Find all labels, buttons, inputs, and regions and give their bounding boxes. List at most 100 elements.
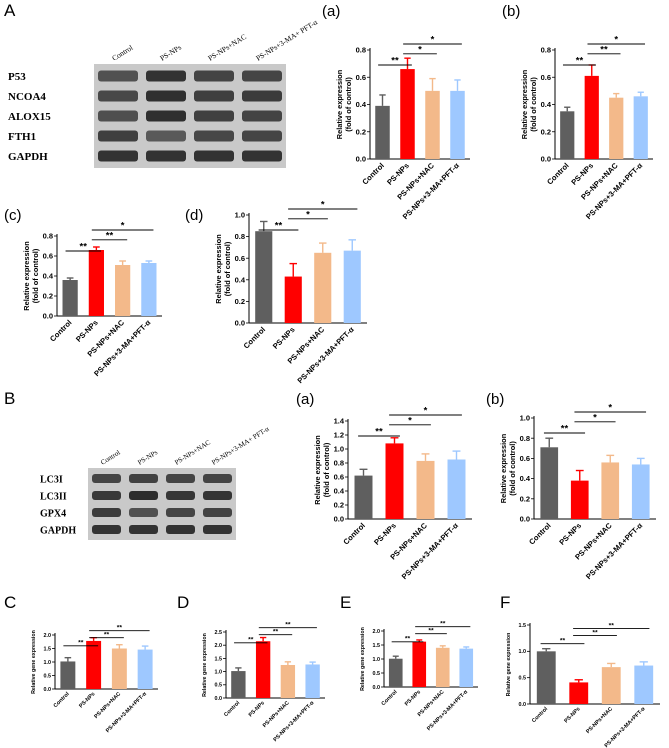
chart-Aa: 0.0 0.2 0.4 0.6 0.8 Relative expression (fold … [335, 35, 470, 221]
protein-label: GAPDH [40, 526, 76, 537]
significance-marker: ** [104, 632, 110, 639]
y-axis-label-secondary: (fold of control) [508, 441, 517, 496]
protein-label: NCOA4 [8, 91, 46, 103]
protein-band [194, 150, 234, 162]
y-tick-label: 0.2 [235, 297, 245, 306]
y-tick-label: 0.4 [356, 100, 367, 109]
y-tick-label: 1.5 [215, 656, 223, 662]
bar [536, 651, 556, 704]
y-tick-label: 0.6 [541, 73, 551, 82]
x-category-label: PS-NPs [563, 706, 581, 724]
significance-marker: ** [80, 242, 88, 253]
significance-marker: * [593, 412, 597, 423]
y-tick-label: 0.5 [519, 676, 527, 682]
significance-marker: ** [600, 44, 608, 55]
y-axis-label-secondary: (fold of control) [344, 77, 353, 132]
chart-Bb: 0.0 0.2 0.4 0.6 0.8 1.0 Relative expression (fo… [499, 403, 656, 581]
significance-marker: * [614, 35, 618, 46]
x-category-label: Control [531, 706, 549, 724]
significance-marker: ** [248, 637, 254, 644]
y-tick-label: 1.0 [235, 211, 245, 220]
protein-band [129, 474, 158, 483]
x-category-label: PS-NPs+3-MA+PFT-α [296, 325, 356, 385]
protein-band [166, 525, 195, 534]
bar [280, 665, 296, 698]
y-axis-label-secondary: (fold of control) [322, 442, 331, 497]
bar [450, 90, 465, 159]
significance-marker: ** [428, 628, 434, 635]
y-tick-label: 0.0 [520, 515, 530, 524]
y-tick-label: 1.2 [334, 431, 344, 440]
lane-label: PS-NPs [158, 43, 183, 63]
y-tick-label: 1.5 [519, 623, 527, 629]
protein-band [146, 70, 186, 82]
protein-band [98, 70, 138, 82]
x-category-label: Control [48, 318, 73, 343]
bar [435, 647, 450, 687]
y-tick-label: 0.0 [334, 515, 344, 524]
y-tick-label: 0.6 [43, 252, 53, 261]
significance-marker: ** [592, 630, 598, 637]
chart-Ba: 0.0 0.2 0.4 0.6 0.8 1.0 1.2 1.4 Relative express… [313, 406, 472, 581]
y-tick-label: 0.8 [43, 232, 53, 241]
bar [609, 97, 624, 159]
y-tick-label: 1.5 [44, 646, 52, 652]
y-axis-label: Relative expression [499, 433, 508, 503]
x-category-label: Control [527, 521, 552, 546]
y-axis-label: Relative gene expression [202, 633, 208, 697]
significance-marker: ** [375, 427, 383, 438]
bar [634, 665, 654, 704]
y-tick-label: 0.2 [520, 494, 530, 503]
y-axis-label: Relative expression [214, 234, 223, 304]
protein-label: LC3II [40, 492, 67, 503]
protein-band [146, 90, 186, 102]
bar [601, 667, 621, 704]
protein-band [98, 90, 138, 102]
protein-band [194, 70, 234, 82]
x-category-label: Control [381, 689, 399, 707]
protein-band [166, 491, 195, 500]
x-category-label: Control [223, 700, 241, 718]
y-tick-label: 0.4 [334, 487, 345, 496]
y-tick-label: 0.2 [541, 127, 551, 136]
lane-label: PS-NPs+3-MA+ PFT-α [254, 18, 319, 63]
significance-marker: ** [440, 621, 446, 628]
y-tick-label: 0.8 [334, 459, 344, 468]
bar [314, 252, 332, 323]
x-category-label: Control [360, 161, 385, 186]
x-category-label: PS-NPs [404, 689, 422, 707]
chart-D: 0.0 0.5 1.0 1.5 2.0 2.5 Relative gene expressi… [202, 622, 325, 743]
panel-label-A: A [4, 1, 16, 20]
y-tick-label: 0.4 [520, 474, 531, 483]
bar [86, 640, 102, 689]
protein-band [242, 90, 282, 102]
bar [62, 280, 78, 316]
lane-label: Control [99, 449, 121, 467]
y-axis-label: Relative expression [22, 241, 31, 311]
y-tick-label: 1.0 [519, 649, 527, 655]
bar [137, 649, 153, 689]
bar [633, 96, 648, 159]
significance-marker: ** [275, 221, 283, 232]
y-tick-label: 1.5 [373, 643, 381, 649]
significance-marker: * [608, 403, 612, 414]
lane-label: PS-NPs+NAC [173, 438, 212, 466]
bar [400, 69, 415, 159]
bar [540, 447, 559, 519]
y-tick-label: 0.0 [43, 312, 53, 321]
bar [385, 443, 404, 519]
chart-F: 0.0 0.5 1.0 1.5 Relative gene expression Cont… [506, 622, 660, 748]
bar [412, 641, 427, 687]
panel-label-Bb: (b) [486, 391, 504, 408]
x-category-label: PS-NPs [372, 521, 398, 547]
y-tick-label: 0.5 [215, 683, 223, 689]
y-tick-label: 1.0 [44, 660, 52, 666]
bar [584, 75, 599, 159]
chart-Ad: 0.0 0.2 0.4 0.6 0.8 1.0 Relative expression (fo… [214, 200, 367, 385]
y-tick-label: 0.8 [520, 434, 530, 443]
x-category-label: PS-NPs [557, 521, 583, 547]
protein-label: LC3I [40, 475, 63, 486]
significance-marker: * [321, 200, 325, 211]
y-tick-label: 0.0 [356, 155, 366, 164]
